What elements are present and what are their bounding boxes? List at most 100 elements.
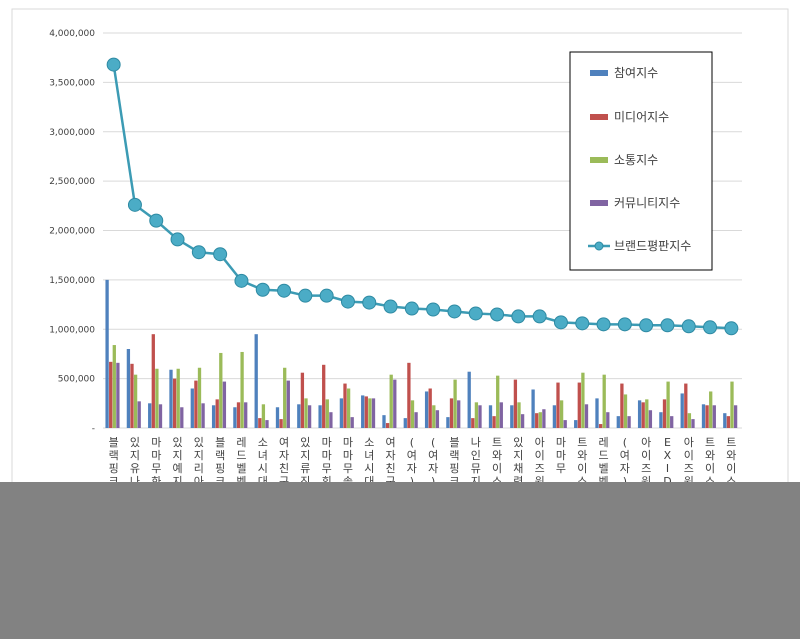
bar-3 — [389, 374, 393, 428]
category-label: 아이즈원 — [684, 436, 694, 488]
bar-1 — [275, 407, 280, 428]
brand-index-point — [724, 321, 739, 336]
bar-3 — [623, 394, 628, 428]
bar-3 — [325, 399, 329, 428]
category-label: 블랙핑크 — [449, 436, 459, 488]
bar-2 — [385, 423, 390, 428]
brand-index-point — [277, 283, 292, 298]
bar-2 — [151, 334, 155, 428]
bar-3 — [496, 375, 500, 428]
bar-2 — [172, 378, 177, 428]
bar-2 — [194, 380, 198, 428]
bar-2 — [215, 399, 219, 428]
bar-4 — [371, 398, 376, 428]
brand-index-point — [575, 316, 590, 331]
bar-1 — [531, 389, 535, 428]
y-tick-label: 3,500,000 — [49, 78, 95, 88]
brand-index-point — [170, 232, 185, 247]
brand-index-point — [703, 320, 718, 335]
bar-3 — [602, 374, 606, 428]
y-tick-label: - — [92, 424, 95, 434]
bar-3 — [645, 399, 649, 428]
bar-3 — [283, 367, 287, 428]
bar-3 — [559, 400, 564, 428]
bar-4 — [542, 409, 546, 428]
bar-2 — [684, 383, 688, 428]
category-label: 레드벨벳 — [236, 436, 246, 488]
bar-3 — [730, 381, 734, 428]
y-tick-label: 1,000,000 — [49, 325, 95, 335]
brand-index-point — [426, 302, 441, 317]
bar-4 — [627, 416, 631, 428]
bar-1 — [190, 388, 194, 428]
bar-2 — [279, 419, 283, 428]
legend-swatch-marker — [594, 241, 604, 251]
y-tick-label: 2,000,000 — [49, 227, 95, 237]
bar-4 — [414, 412, 418, 428]
bar-3 — [368, 398, 372, 428]
bar-4 — [499, 402, 503, 428]
bar-2 — [130, 363, 134, 428]
bar-4 — [137, 401, 141, 428]
brand-index-point — [468, 306, 483, 321]
legend-swatch — [590, 70, 608, 76]
bar-1 — [488, 405, 493, 428]
bar-2 — [407, 362, 411, 428]
bar-4 — [158, 404, 163, 428]
bar-4 — [329, 412, 333, 428]
brand-index-point — [234, 273, 249, 288]
bar-4 — [584, 404, 589, 428]
bar-2 — [620, 383, 624, 428]
brand-index-point — [617, 317, 632, 332]
category-label: 레드벨벳 — [598, 436, 608, 488]
bar-2 — [364, 396, 368, 428]
category-label: 아이즈원 — [641, 436, 651, 488]
bar-2 — [705, 405, 709, 428]
bar-3 — [709, 391, 713, 428]
bar-3 — [538, 412, 542, 428]
bar-4 — [435, 410, 440, 428]
legend-swatch — [590, 114, 608, 120]
bar-1 — [595, 398, 599, 428]
bar-1 — [297, 404, 301, 428]
brand-index-point — [404, 301, 419, 316]
bar-2 — [322, 364, 326, 428]
bar-3 — [346, 388, 351, 428]
bar-3 — [687, 413, 692, 428]
y-tick-label: 1,500,000 — [49, 276, 95, 286]
bar-3 — [219, 352, 223, 428]
bar-3 — [432, 405, 436, 428]
bar-2 — [471, 418, 475, 428]
y-axis-tick-labels: - 500,000 1,000,000 1,500,000 2,000,000 2,500… — [49, 29, 95, 434]
category-label: 트와이스 — [705, 436, 715, 488]
bar-2 — [300, 372, 305, 428]
bar-1 — [510, 405, 514, 428]
bar-2 — [577, 382, 581, 428]
bar-1 — [233, 407, 237, 428]
bar-4 — [286, 380, 290, 428]
brand-index-point — [511, 309, 526, 324]
category-label: 트와이스 — [492, 436, 502, 488]
bar-1 — [552, 405, 557, 428]
bar-1 — [446, 417, 450, 428]
category-label: 블랙핑크 — [109, 436, 119, 488]
bar-4 — [691, 419, 695, 428]
brand-index-point — [213, 247, 228, 262]
brand-index-point — [106, 57, 121, 72]
legend-swatch — [590, 157, 608, 163]
bar-3 — [474, 402, 479, 428]
legend-label: 커뮤니티지수 — [614, 196, 680, 210]
bar-4 — [180, 407, 184, 428]
brand-index-point — [681, 319, 696, 334]
category-label: 있지리아 — [194, 436, 204, 488]
category-label: 블랙핑크 — [215, 436, 225, 488]
bar-3 — [517, 402, 521, 428]
brand-index-point — [660, 318, 675, 333]
bar-3 — [240, 351, 244, 428]
bar-1 — [361, 395, 365, 428]
bar-1 — [318, 405, 322, 428]
gray-overlay-bar — [0, 482, 800, 639]
bar-2 — [662, 399, 667, 428]
bar-2 — [513, 379, 518, 428]
